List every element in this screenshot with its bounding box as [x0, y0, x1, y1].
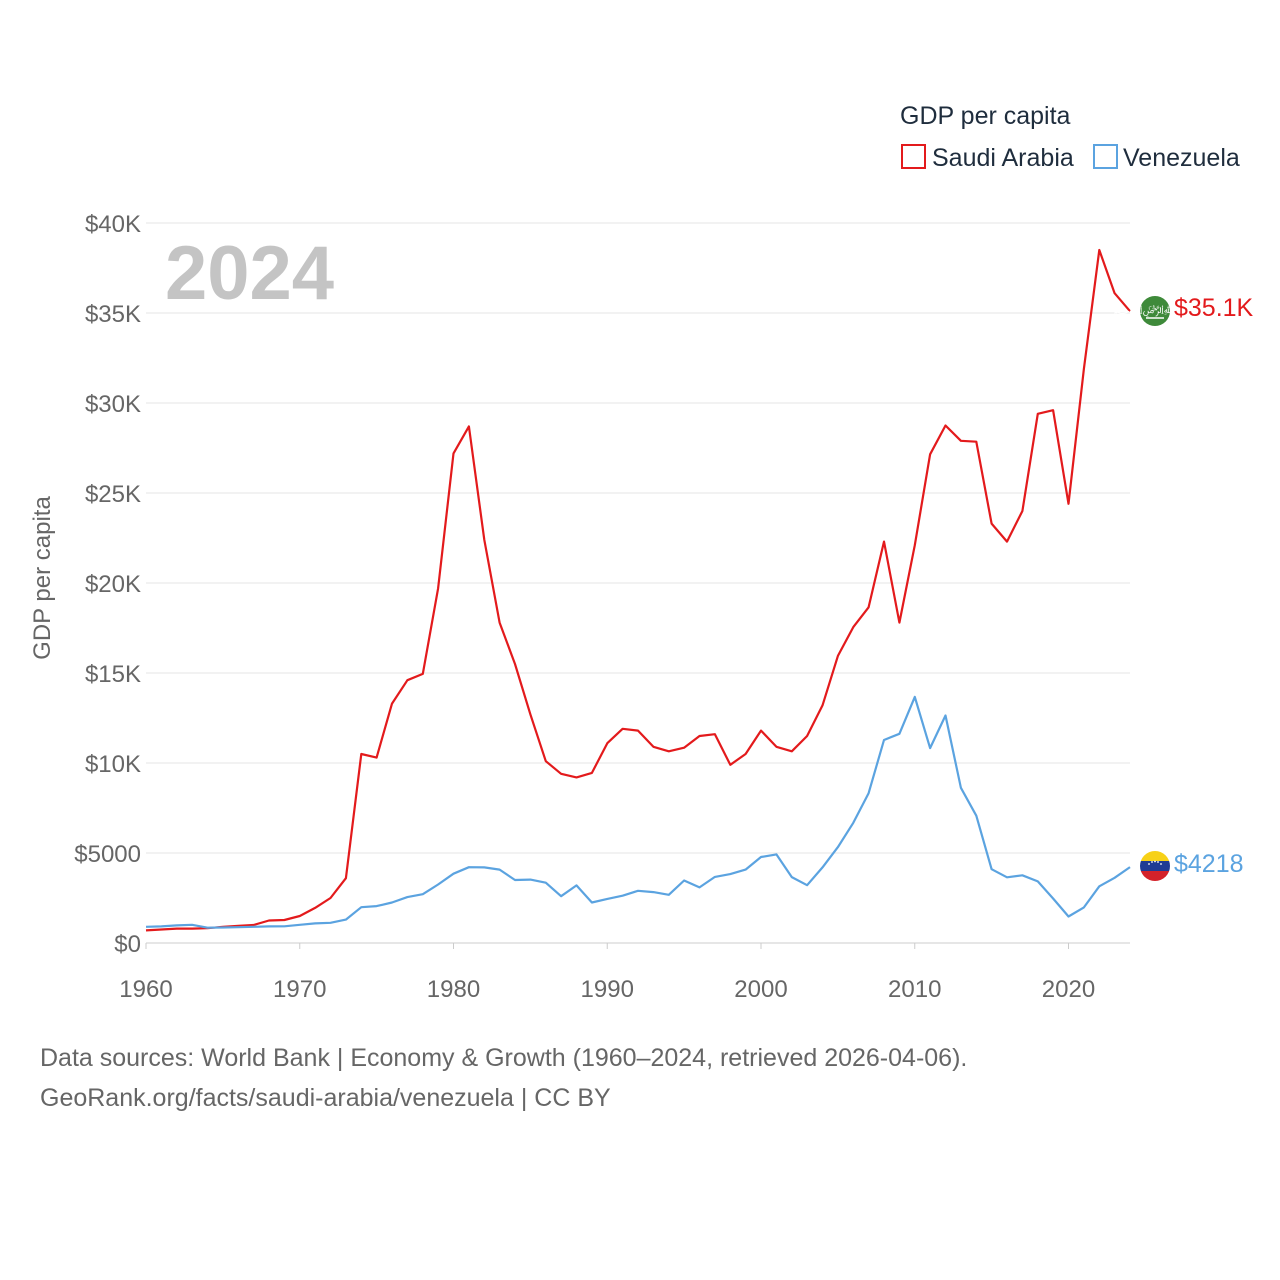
legend-swatch-saudi-arabia — [901, 144, 926, 169]
end-label-saudi-arabia: $35.1K — [1174, 294, 1254, 322]
saudi-arabia-flag-icon: ﷽ — [1113, 296, 1198, 326]
x-tick-label: 1980 — [427, 976, 480, 1003]
x-tick-label: 2010 — [888, 976, 941, 1003]
x-tick-label: 2000 — [734, 976, 787, 1003]
footer-credit: GeoRank.org/facts/saudi-arabia/venezuela… — [40, 1084, 611, 1112]
y-tick-label: $0 — [114, 931, 141, 958]
x-tick-label: 1990 — [581, 976, 634, 1003]
x-tick-label: 2020 — [1042, 976, 1095, 1003]
svg-text:﷽: ﷽ — [1113, 303, 1198, 318]
footer-sources: Data sources: World Bank | Economy & Gro… — [40, 1044, 968, 1072]
legend-label-venezuela: Venezuela — [1123, 144, 1240, 172]
x-axis-ticks: 1960 1970 1980 1990 2000 2010 2020 — [119, 943, 1095, 1003]
x-tick-label: 1960 — [119, 976, 172, 1003]
y-tick-label: $15K — [85, 661, 141, 688]
series-line-saudi-arabia — [145, 248, 1131, 932]
series-line-venezuela — [145, 695, 1131, 929]
legend-title: GDP per capita — [900, 102, 1071, 130]
x-tick-label: 1970 — [273, 976, 326, 1003]
y-axis-label: GDP per capita — [29, 496, 56, 660]
legend-label-saudi-arabia: Saudi Arabia — [932, 144, 1074, 172]
legend: GDP per capita Saudi Arabia Venezuela — [900, 102, 1240, 172]
series-lines — [145, 248, 1131, 932]
y-tick-label: $5000 — [74, 841, 141, 868]
year-watermark: 2024 — [165, 231, 334, 316]
y-tick-label: $20K — [85, 571, 141, 598]
y-tick-label: $25K — [85, 481, 141, 508]
venezuela-flag-icon — [1140, 851, 1170, 881]
end-label-venezuela: $4218 — [1174, 850, 1244, 878]
grid-lines — [146, 222, 1130, 944]
y-axis-ticks: $0 $5000 $10K $15K $20K $25K $30K $35K $40K — [74, 211, 141, 958]
y-tick-label: $40K — [85, 211, 141, 238]
legend-swatch-venezuela — [1093, 144, 1118, 169]
y-tick-label: $30K — [85, 391, 141, 418]
y-tick-label: $10K — [85, 751, 141, 778]
y-tick-label: $35K — [85, 301, 141, 328]
